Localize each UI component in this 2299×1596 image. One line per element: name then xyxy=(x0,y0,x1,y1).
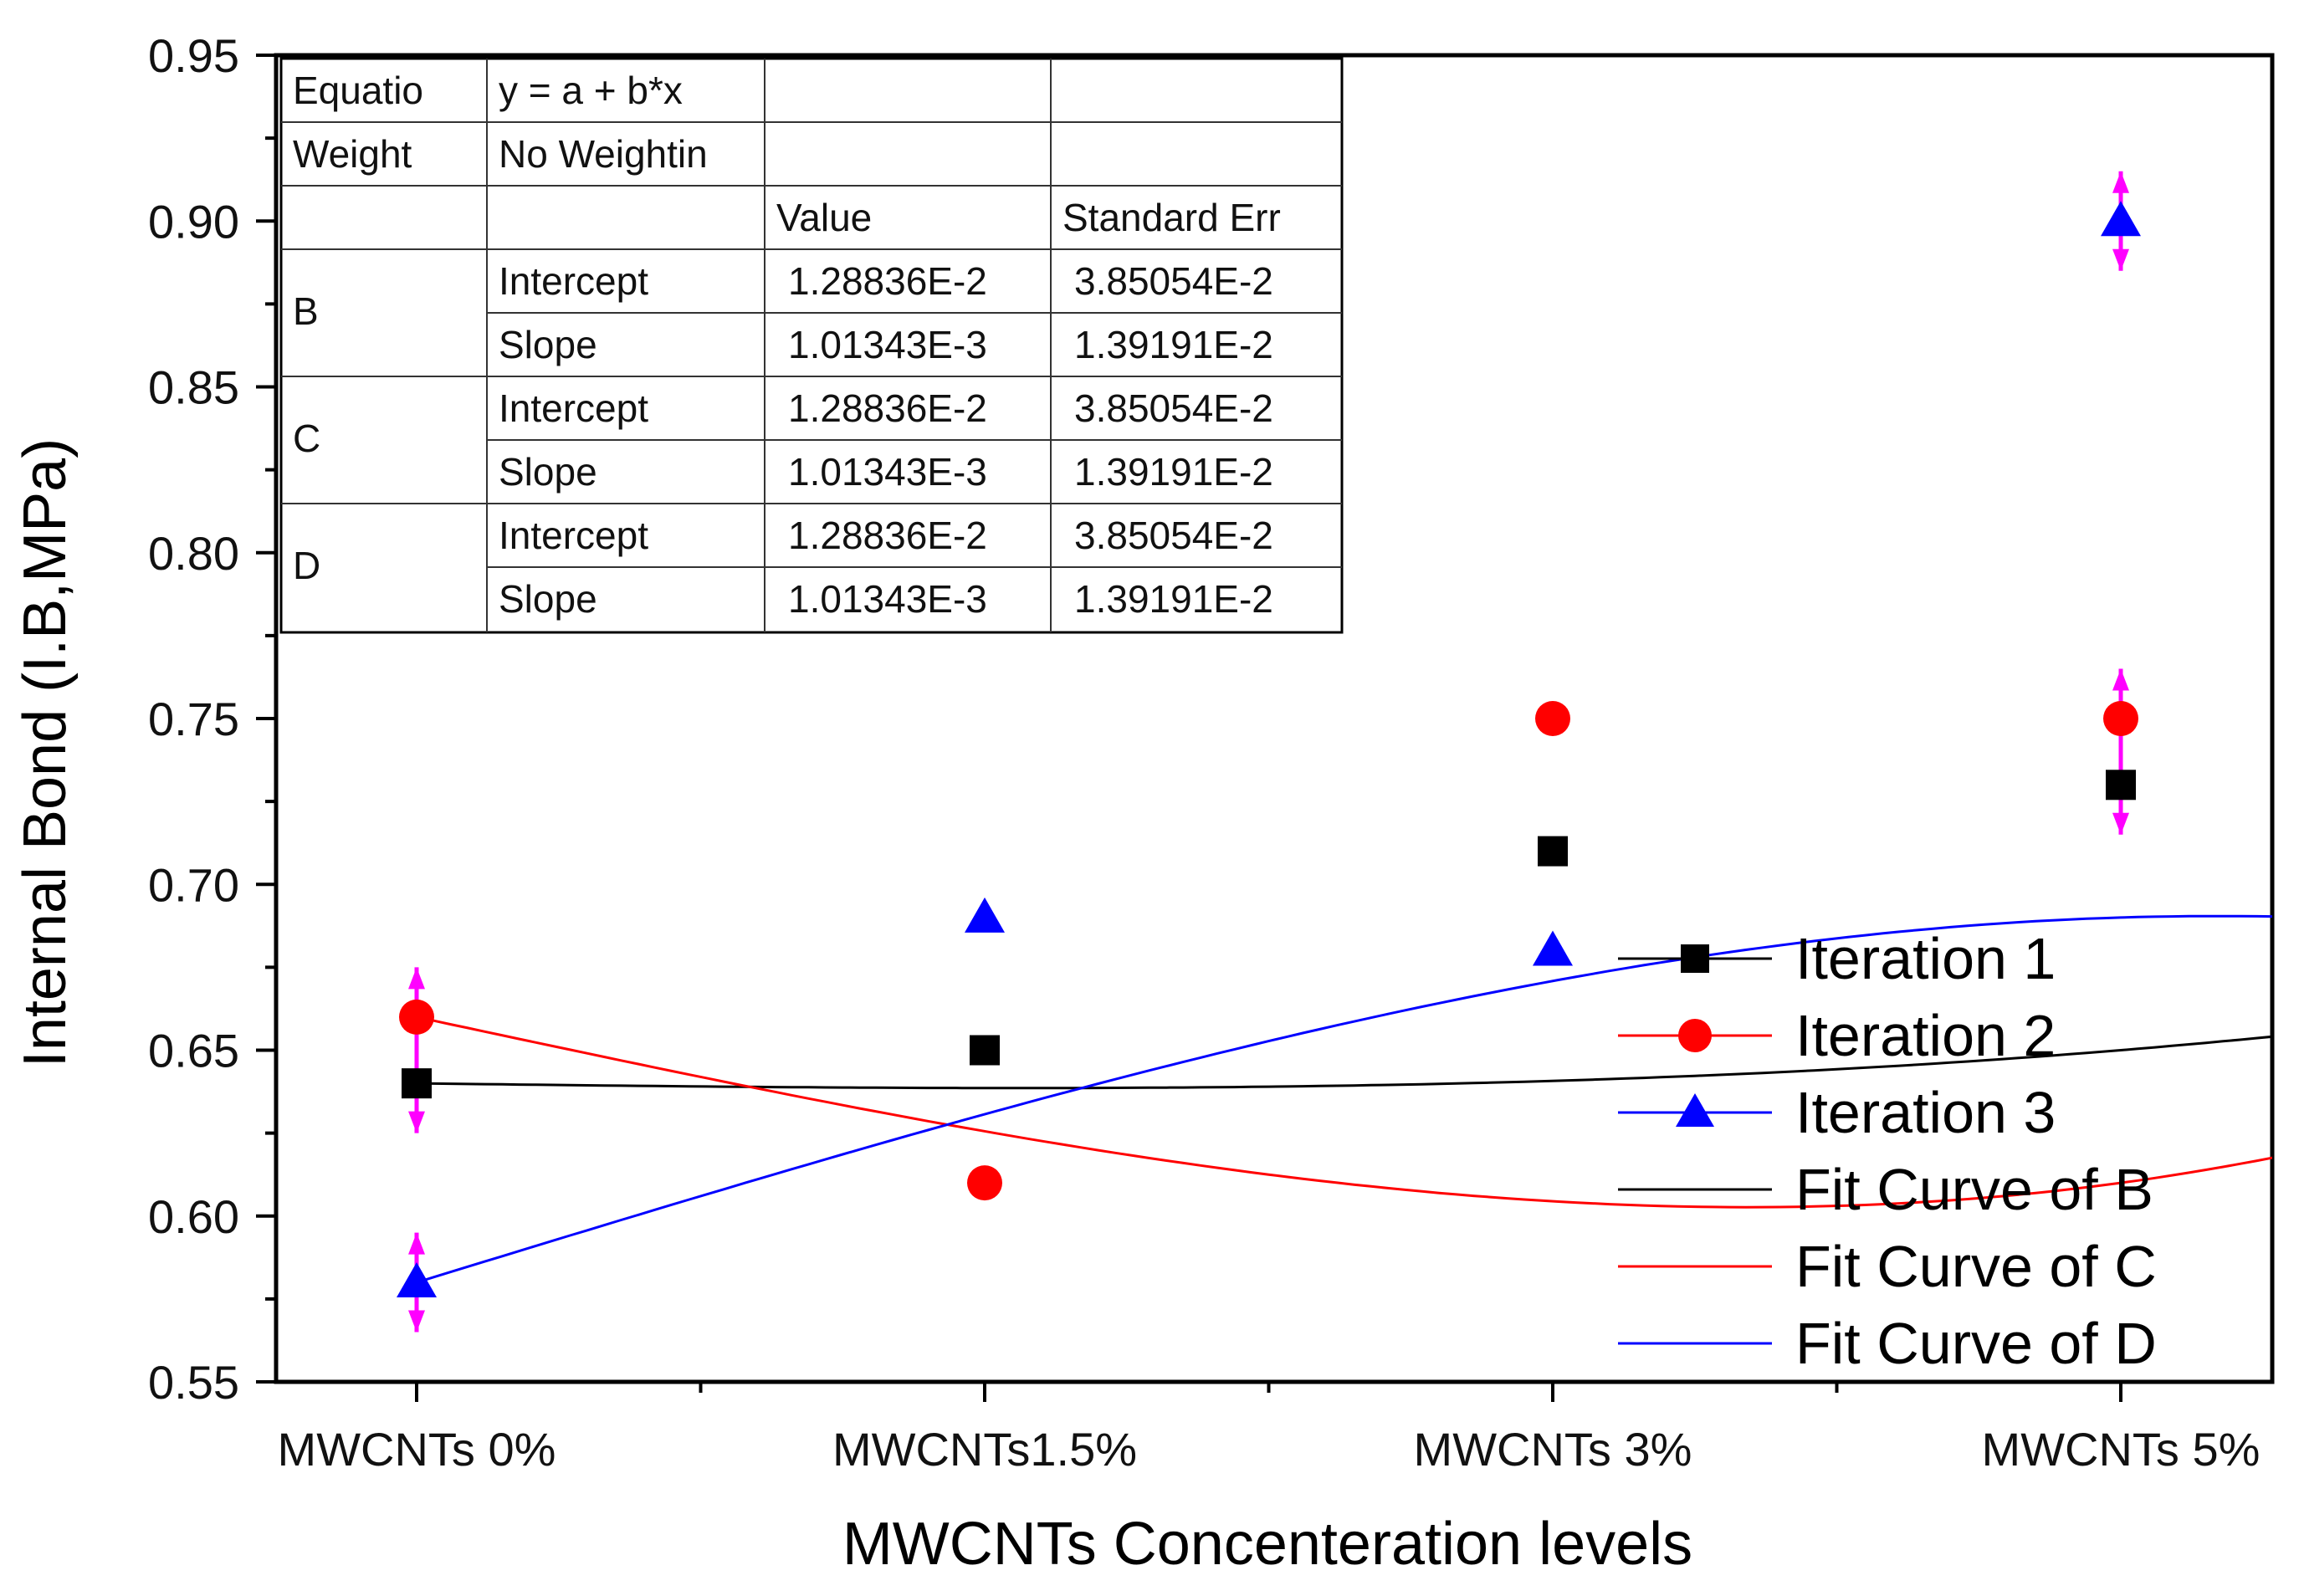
data-point xyxy=(2101,201,2141,237)
y-tick-label: 0.75 xyxy=(148,693,239,745)
data-point xyxy=(2106,770,2136,801)
table-cell: 1.28836E-2 xyxy=(788,514,987,557)
y-axis-ticks: 0.55 0.60 0.65 0.70 0.75 0.80 0.85 0.90 0.95 xyxy=(148,29,276,1409)
y-tick-label: 0.60 xyxy=(148,1190,239,1243)
fit-curve xyxy=(416,1035,2272,1090)
stats-table-frame xyxy=(279,57,1344,634)
data-point xyxy=(1538,836,1568,867)
data-point xyxy=(1533,930,1573,966)
data-point xyxy=(1535,701,1570,736)
legend-label: Iteration 2 xyxy=(1795,1003,2056,1068)
error-bar-cap-top xyxy=(2112,171,2129,193)
x-tick-label: MWCNTs 0% xyxy=(278,1423,556,1476)
stats-table: Equatio y = a + b*x Weight No Weightin Value… xyxy=(279,57,1344,634)
legend-marker xyxy=(1676,1093,1714,1127)
x-tick-label: MWCNTs 3% xyxy=(1414,1423,1692,1476)
error-bar-cap-bottom xyxy=(408,1310,425,1333)
y-tick-label: 0.55 xyxy=(148,1356,239,1409)
data-point xyxy=(2103,701,2138,736)
table-cell: Slope xyxy=(499,577,597,621)
fit-curve xyxy=(416,1015,2272,1209)
fit-curves xyxy=(416,914,2272,1284)
table-cell: Value xyxy=(776,196,872,239)
fit-curve xyxy=(416,914,2272,1284)
table-cell: Slope xyxy=(499,323,597,366)
table-cell: 3.85054E-2 xyxy=(1074,514,1273,557)
table-cell: Intercept xyxy=(499,259,648,303)
error-bar-cap-bottom xyxy=(2112,812,2129,835)
data-markers xyxy=(397,201,2141,1298)
table-cell: 1.39191E-2 xyxy=(1074,577,1273,621)
data-point xyxy=(399,999,434,1035)
data-point xyxy=(967,1165,1002,1201)
table-cell: 3.85054E-2 xyxy=(1074,259,1273,303)
table-cell: 1.01343E-3 xyxy=(788,450,987,494)
error-bar-cap-bottom xyxy=(2112,248,2129,271)
table-cell: 1.01343E-3 xyxy=(788,323,987,366)
legend-label: Fit Curve of C xyxy=(1795,1234,2157,1299)
legend-marker xyxy=(1681,944,1709,973)
x-axis-title: MWCNTs Concenteration levels xyxy=(842,1511,1692,1578)
y-tick-label: 0.85 xyxy=(148,361,239,414)
y-tick-label: 0.80 xyxy=(148,527,239,580)
error-bars xyxy=(408,171,2129,1333)
table-cell: Intercept xyxy=(499,386,648,430)
y-axis-title: Internal Bond (I.B,MPa) xyxy=(12,438,79,1067)
table-cell: B xyxy=(293,289,319,333)
table-cell: 1.28836E-2 xyxy=(788,386,987,430)
table-cell: y = a + b*x xyxy=(499,69,683,112)
error-bar-cap-top xyxy=(408,1232,425,1255)
table-cell: Weight xyxy=(293,132,412,176)
data-point xyxy=(970,1035,1000,1066)
table-cell: 1.28836E-2 xyxy=(788,259,987,303)
legend: Iteration 1 Iteration 2 Iteration 3 Fit Cur… xyxy=(1618,926,2157,1376)
table-cell: 1.01343E-3 xyxy=(788,577,987,621)
error-bar-cap-top xyxy=(408,967,425,990)
x-tick-label: MWCNTs 5% xyxy=(1982,1423,2261,1476)
y-tick-label: 0.90 xyxy=(148,195,239,248)
legend-label: Fit Curve of D xyxy=(1795,1311,2157,1376)
error-bar-cap-top xyxy=(2112,668,2129,691)
legend-label: Iteration 1 xyxy=(1795,926,2056,991)
error-bar-cap-bottom xyxy=(408,1111,425,1133)
y-tick-label: 0.95 xyxy=(148,29,239,82)
legend-label: Iteration 3 xyxy=(1795,1080,2056,1145)
table-cell: 1.39191E-2 xyxy=(1074,450,1273,494)
table-cell: 1.39191E-2 xyxy=(1074,323,1273,366)
table-cell: Slope xyxy=(499,450,597,494)
table-cell: D xyxy=(293,544,320,587)
legend-label: Fit Curve of B xyxy=(1795,1157,2153,1222)
data-point xyxy=(965,897,1005,933)
x-tick-label: MWCNTs1.5% xyxy=(832,1423,1137,1476)
data-point xyxy=(402,1068,432,1099)
x-axis-ticks: MWCNTs 0% MWCNTs1.5% MWCNTs 3% MWCNTs 5% xyxy=(278,1382,2261,1476)
table-cell: No Weightin xyxy=(499,132,708,176)
legend-marker xyxy=(1678,1019,1712,1052)
table-cell: Standard Err xyxy=(1062,196,1281,239)
data-point xyxy=(397,1262,437,1298)
table-cell: Intercept xyxy=(499,514,648,557)
table-cell: 3.85054E-2 xyxy=(1074,386,1273,430)
table-cell: Equatio xyxy=(293,69,423,112)
table-cell: C xyxy=(293,417,320,460)
y-tick-label: 0.70 xyxy=(148,858,239,911)
y-tick-label: 0.65 xyxy=(148,1025,239,1077)
